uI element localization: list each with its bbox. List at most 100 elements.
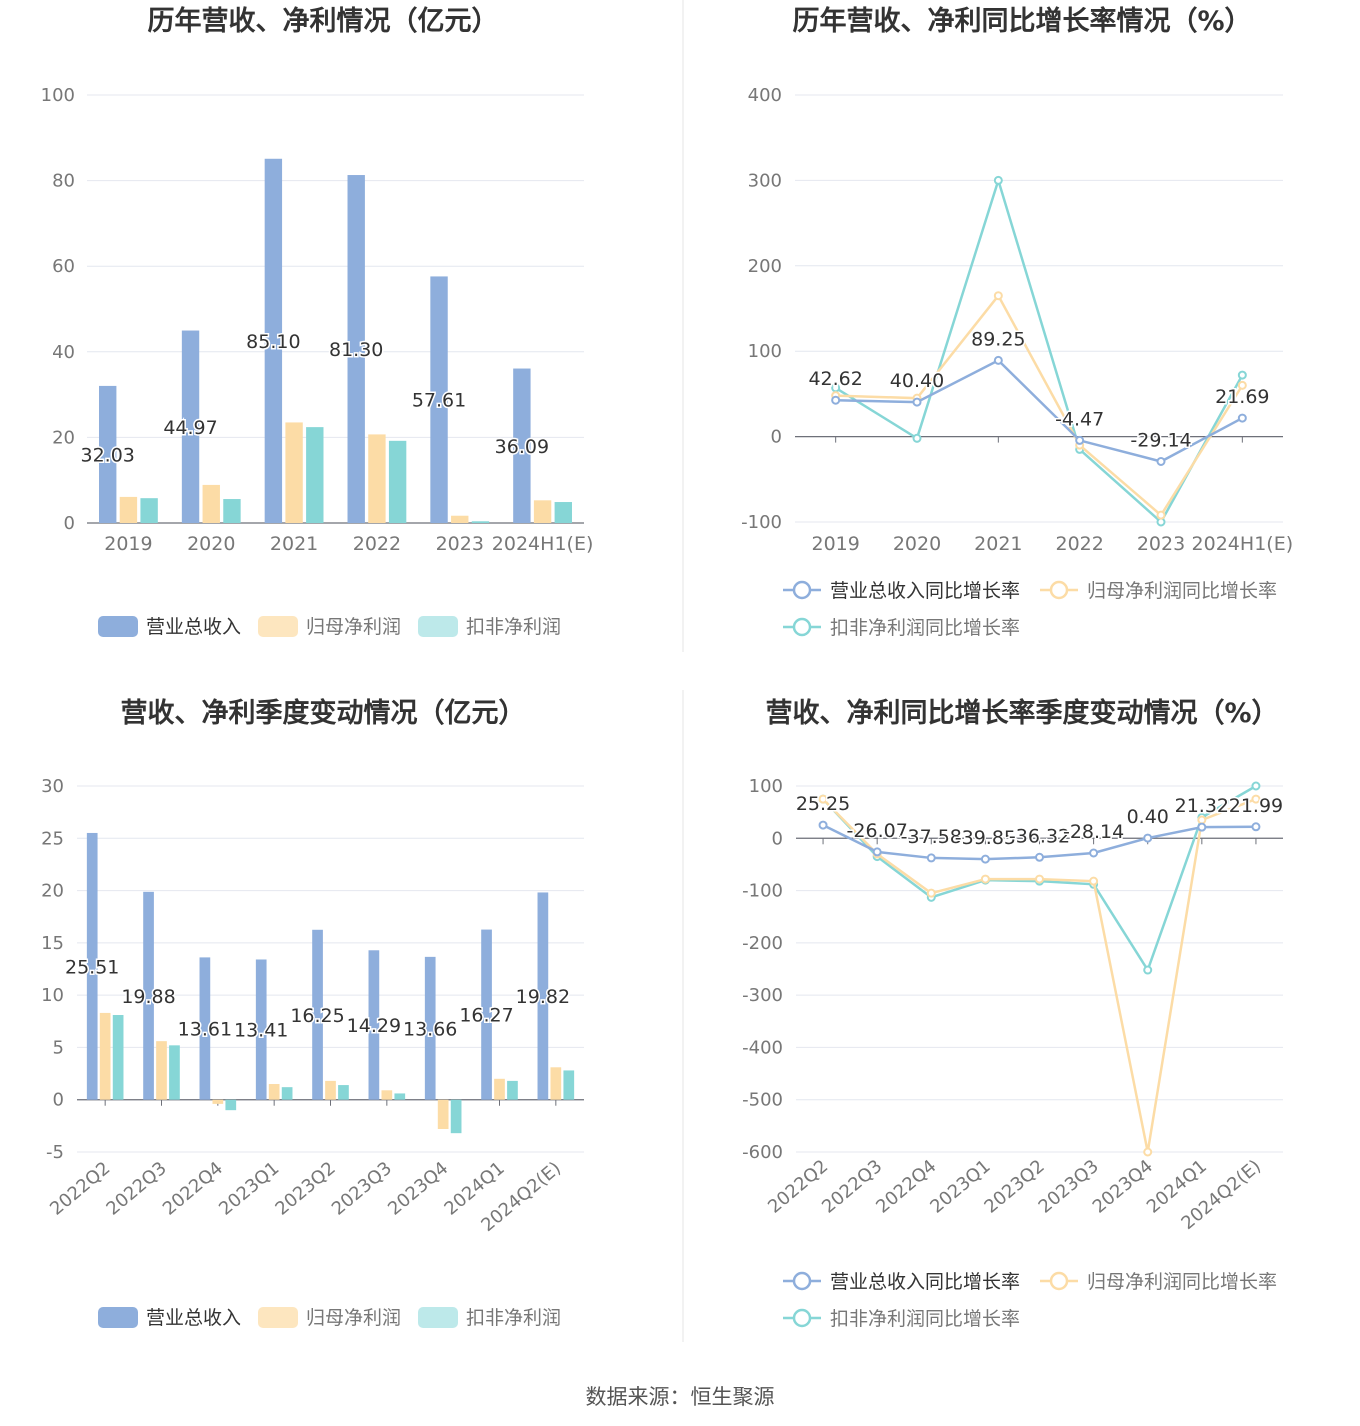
- line-point: [1251, 781, 1261, 791]
- y-tick-label: -600: [742, 1142, 783, 1163]
- x-category-label: 2023Q1: [926, 1156, 994, 1218]
- line-point: [1089, 848, 1099, 858]
- line-data-label: -28.14: [1063, 821, 1124, 843]
- bar-net-profit: [451, 515, 469, 523]
- legend-label: 扣非净利润: [466, 616, 561, 638]
- legend-swatch: [418, 616, 458, 637]
- legend-marker: [792, 617, 812, 637]
- bar-revenue: [199, 957, 211, 1100]
- bar-revenue: [86, 832, 98, 1100]
- line-revenue-growth: [835, 358, 1243, 463]
- y-tick-label: 20: [52, 427, 75, 448]
- x-category-label: 2023Q3: [1035, 1156, 1103, 1218]
- bar-revenue: [181, 330, 200, 523]
- bar-deducted-profit: [394, 1093, 406, 1100]
- bar-deducted-profit: [563, 1070, 575, 1100]
- line-point: [1089, 876, 1099, 886]
- y-tick-label: 200: [748, 256, 782, 277]
- bar-net-profit: [325, 1080, 336, 1100]
- y-tick-label: 15: [41, 933, 64, 954]
- bar-revenue: [368, 950, 380, 1100]
- line-data-label: 21.99: [1229, 795, 1283, 817]
- line-point: [1237, 370, 1247, 380]
- line-point: [980, 854, 990, 864]
- line-data-label: 89.25: [971, 328, 1025, 350]
- line-point: [912, 433, 922, 443]
- bar-revenue: [264, 158, 283, 523]
- y-tick-label: 20: [41, 881, 64, 902]
- y-tick-label: 100: [748, 341, 782, 362]
- line-point: [872, 847, 882, 857]
- line-point: [926, 888, 936, 898]
- bar-deducted-profit: [112, 1015, 124, 1100]
- legend-marker: [792, 1271, 812, 1291]
- bar-deducted-profit: [306, 427, 324, 523]
- legend-marker: [792, 580, 812, 600]
- x-category-label: 2021: [974, 533, 1022, 555]
- legend-swatch: [98, 1307, 138, 1328]
- x-category-label: 2022Q3: [102, 1158, 170, 1220]
- legend-label: 归母净利润: [306, 616, 401, 638]
- x-category-label: 2022Q4: [872, 1156, 940, 1218]
- bar-data-label: 14.29: [347, 1015, 401, 1037]
- y-tick-label: 100: [41, 85, 75, 106]
- bar-data-label: 57.61: [412, 390, 466, 412]
- line-point: [912, 397, 922, 407]
- bar-net-profit: [119, 496, 138, 523]
- bar-revenue: [481, 929, 492, 1100]
- bar-data-label: 13.61: [178, 1019, 232, 1041]
- y-tick-label: 25: [41, 828, 64, 849]
- line-point: [1075, 435, 1085, 445]
- legend-swatch: [418, 1307, 458, 1328]
- line-data-label: -36.32: [1009, 825, 1070, 847]
- line-point: [1237, 380, 1247, 390]
- bar-revenue: [99, 385, 117, 523]
- y-tick-label: 0: [64, 513, 75, 534]
- bar-revenue: [312, 929, 323, 1100]
- bar-deducted-profit: [450, 1099, 462, 1134]
- y-tick-label: -5: [46, 1142, 64, 1163]
- line-data-label: 25.25: [796, 793, 850, 815]
- line-data-label: 21.32: [1175, 795, 1229, 817]
- line-deducted-profit-growth: [835, 176, 1244, 524]
- line-data-label: 40.40: [890, 370, 944, 392]
- chart-title: 营收、净利同比增长率季度变动情况（%）: [765, 697, 1278, 729]
- line-point: [1197, 815, 1207, 825]
- x-category-label: 2022: [353, 533, 401, 555]
- line-data-label: 0.40: [1127, 806, 1169, 828]
- bar-deducted-profit: [140, 498, 158, 523]
- bar-net-profit: [285, 422, 303, 523]
- y-tick-label: 30: [41, 776, 64, 797]
- x-category-label: 2023: [436, 533, 484, 555]
- line-data-label: -29.14: [1130, 429, 1191, 451]
- bar-data-label: 19.88: [121, 986, 175, 1008]
- y-tick-label: 80: [52, 171, 75, 192]
- y-tick-label: -100: [742, 881, 783, 902]
- bar-net-profit: [381, 1090, 393, 1100]
- bar-deducted-profit: [554, 502, 572, 523]
- chart-title: 历年营收、净利同比增长率情况（%）: [792, 5, 1251, 37]
- bar-revenue: [430, 276, 448, 523]
- y-tick-label: -300: [742, 985, 783, 1006]
- data-source-note: 数据来源：恒生聚源: [585, 1385, 775, 1409]
- bar-data-label: 19.82: [516, 986, 570, 1008]
- line-data-label: -26.07: [847, 820, 908, 842]
- bar-data-label: 25.51: [65, 956, 119, 978]
- bar-net-profit: [550, 1067, 562, 1100]
- x-category-label: 2019: [104, 533, 152, 555]
- bar-revenue: [424, 956, 436, 1100]
- bar-deducted-profit: [507, 1080, 518, 1100]
- y-tick-label: -500: [742, 1090, 783, 1111]
- bar-net-profit: [368, 434, 386, 523]
- bar-deducted-profit: [388, 440, 407, 523]
- line-point: [818, 820, 828, 830]
- legend-label: 归母净利润同比增长率: [1087, 1271, 1277, 1293]
- y-tick-label: 10: [41, 985, 64, 1006]
- bar-net-profit: [202, 484, 220, 523]
- x-category-label: 2022Q2: [46, 1158, 114, 1220]
- line-point: [993, 175, 1003, 185]
- x-category-label: 2022: [1055, 533, 1103, 555]
- bar-net-profit: [268, 1084, 280, 1100]
- line-data-label: 21.69: [1215, 386, 1269, 408]
- y-tick-label: 100: [749, 776, 783, 797]
